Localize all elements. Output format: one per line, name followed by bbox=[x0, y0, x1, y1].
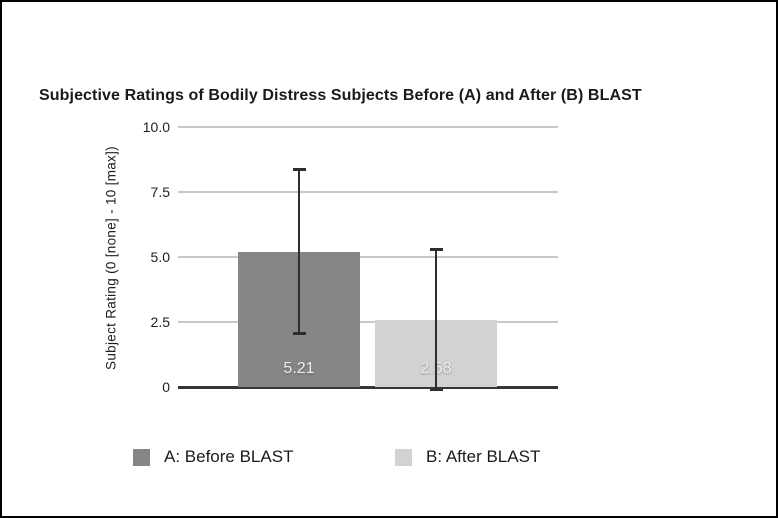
error-bar bbox=[297, 169, 301, 334]
y-tick-label: 0 bbox=[162, 378, 170, 395]
x-axis-line bbox=[178, 385, 558, 389]
bar-value-label: 5.21 bbox=[283, 360, 315, 377]
chart-title: Subjective Ratings of Bodily Distress Su… bbox=[39, 87, 642, 104]
y-tick-label: 10.0 bbox=[142, 118, 170, 135]
error-bar-cap bbox=[429, 248, 443, 251]
legend-item-after-blast: B: After BLAST bbox=[395, 447, 540, 467]
error-bar-cap bbox=[429, 388, 443, 392]
error-bar-cap bbox=[292, 332, 306, 335]
legend-item-before-blast: A: Before BLAST bbox=[133, 447, 293, 467]
gridline bbox=[178, 321, 558, 323]
y-tick-label: 5.0 bbox=[150, 248, 170, 265]
legend-label-before: A: Before BLAST bbox=[164, 447, 294, 466]
error-bar bbox=[434, 249, 438, 391]
legend-swatch-before-icon bbox=[133, 448, 150, 466]
gridline bbox=[178, 256, 558, 258]
y-axis-title-text: Subject Rating (0 [none] - 10 [max]) bbox=[103, 146, 119, 370]
gridline bbox=[178, 126, 558, 128]
y-tick-label: 7.5 bbox=[150, 183, 170, 200]
y-tick-label: 2.5 bbox=[150, 313, 170, 330]
gridline bbox=[178, 191, 558, 193]
legend-swatch-after-icon bbox=[395, 448, 412, 466]
legend-label-after: B: After BLAST bbox=[426, 447, 541, 466]
error-bar-cap bbox=[292, 168, 306, 171]
